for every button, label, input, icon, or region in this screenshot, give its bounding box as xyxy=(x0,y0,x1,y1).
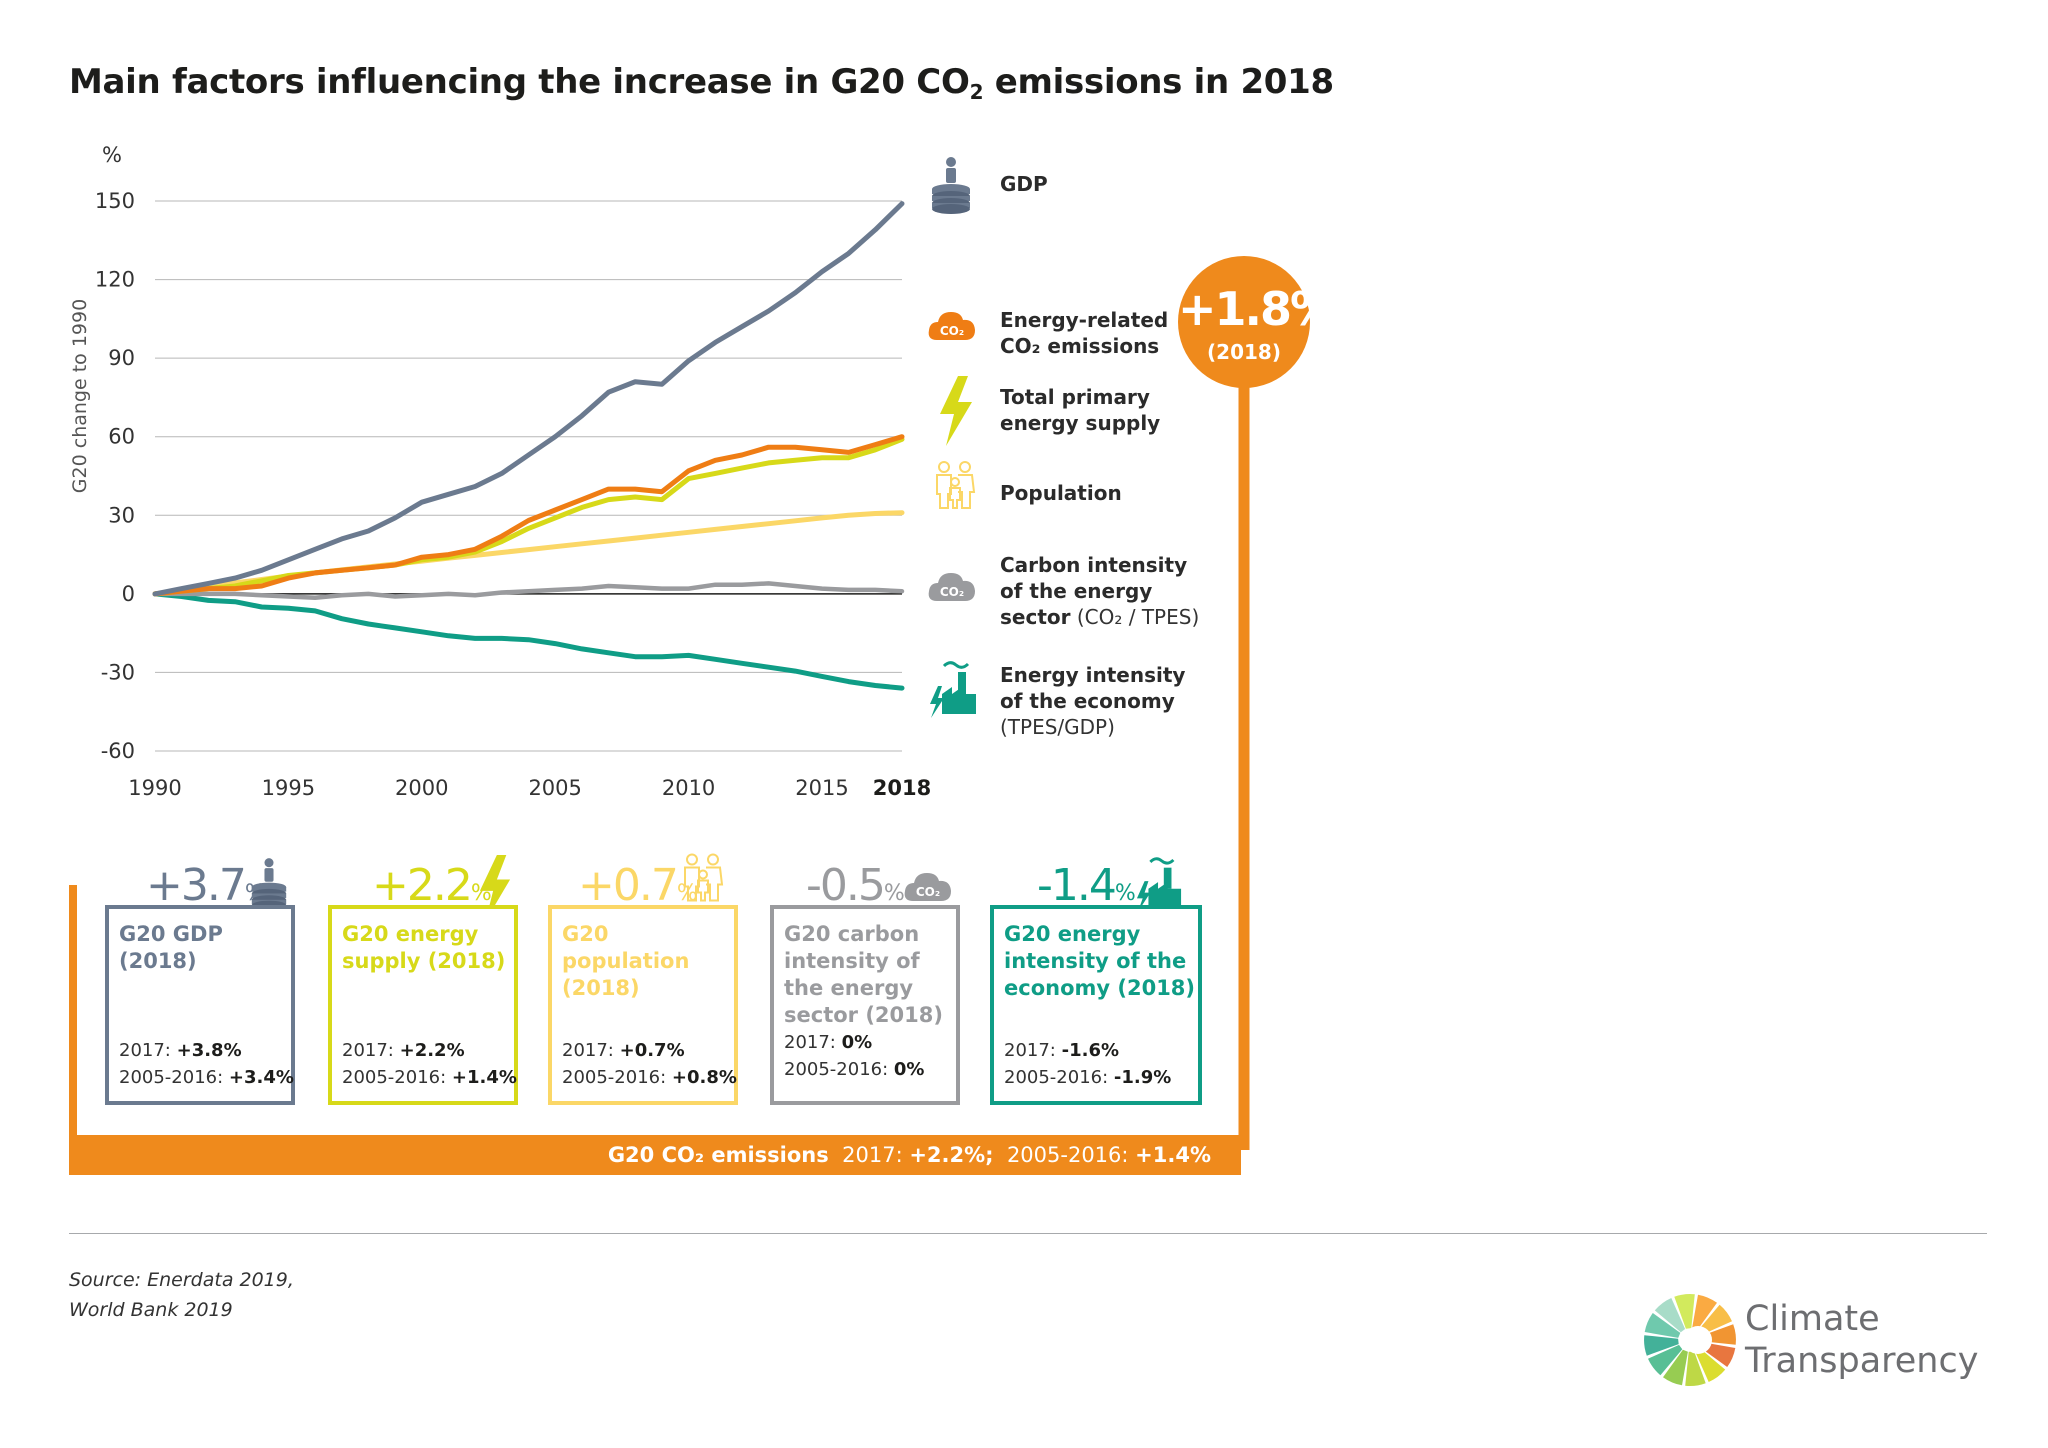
panel-history: 2017: +0.7% 2005-2016: +0.8% xyxy=(562,1040,737,1088)
source-note: Source: Enerdata 2019, World Bank 2019 xyxy=(69,1269,294,1321)
panel-tpes: G20 energy supply (2018) 2017: +2.2% 2005… xyxy=(328,905,518,1105)
page-title: Main factors influencing the increase in… xyxy=(69,62,1334,104)
logo-petal xyxy=(1663,1349,1688,1386)
x-tick-label: 2000 xyxy=(395,776,448,800)
chart-series xyxy=(152,201,905,691)
gdp-coins-person-icon xyxy=(932,157,970,214)
legend-carbon: Carbon intensity of the energy sector (C… xyxy=(1000,553,1200,629)
headline-value: +1.8% xyxy=(1178,282,1336,336)
x-tick-label: 2010 xyxy=(662,776,715,800)
panel-history: 2017: +2.2% 2005-2016: +1.4% xyxy=(342,1040,517,1088)
series-line-tpes xyxy=(152,436,905,597)
logo-petal xyxy=(1692,1294,1717,1331)
x-tick-label: 2015 xyxy=(795,776,848,800)
series-line-carbon xyxy=(152,581,905,601)
svg-text:CO₂: CO₂ xyxy=(916,885,940,899)
co2-cloud-icon: CO₂ xyxy=(928,312,975,340)
series-line-gdp xyxy=(152,201,905,597)
panel-energy-intensity: G20 energy intensity of the economy (201… xyxy=(990,905,1202,1105)
y-tick-label: 30 xyxy=(108,503,135,527)
panel-history: 2017: +3.8% 2005-2016: +3.4% xyxy=(119,1040,294,1088)
climate-transparency-logo-icon xyxy=(1644,1294,1736,1386)
y-tick-label: 90 xyxy=(108,346,135,370)
panel-big-gdp: +3.7% xyxy=(146,860,266,911)
panel-big-tpes: +2.2% xyxy=(372,860,492,911)
panel-history: 2017: 0% 2005-2016: 0% xyxy=(784,1032,925,1080)
y-axis-label: G20 change to 1990 xyxy=(69,299,91,493)
panel-title: G20 GDP (2018) xyxy=(119,922,223,973)
legend-energy-intensity: Energy intensity of the economy (TPES/GDP… xyxy=(1000,663,1186,739)
x-tick-label: 1990 xyxy=(128,776,181,800)
family-icon xyxy=(684,853,724,902)
gdp-coins-person-icon xyxy=(251,858,287,910)
legend-gdp: GDP xyxy=(1000,172,1048,196)
logo-petal xyxy=(1654,1298,1686,1333)
panel-big-energy-intensity: -1.4% xyxy=(1037,860,1136,911)
y-tick-label: -60 xyxy=(101,739,135,763)
chart-axes: 150 120 90 60 30 0 -30 -60% G20 change to 1990 19… xyxy=(69,143,931,800)
divider xyxy=(69,1233,1987,1234)
legend-population: Population xyxy=(1000,481,1122,505)
y-tick-label: 150 xyxy=(95,189,135,213)
logo-wordmark: Climate Transparency xyxy=(1745,1299,1979,1381)
y-tick-label: -30 xyxy=(101,660,135,684)
panel-title: G20 energy intensity of the economy (201… xyxy=(1004,922,1196,1000)
panel-history: 2017: -1.6% 2005-2016: -1.9% xyxy=(1004,1040,1172,1088)
legend-tpes: Total primary energy supply xyxy=(1000,385,1161,435)
emissions-summary-bar: G20 CO₂ emissions 2017: +2.2%; 2005-2016… xyxy=(69,1135,1241,1175)
factory-icon xyxy=(1136,857,1182,912)
panel-title: G20 energy supply (2018) xyxy=(342,922,506,973)
panel-big-population: +0.7% xyxy=(578,860,698,911)
series-line-energy_intensity xyxy=(152,591,905,691)
x-tick-label: 2005 xyxy=(528,776,581,800)
panel-population: G20 population (2018) 2017: +0.7% 2005-20… xyxy=(548,905,738,1105)
lightning-bolt-icon xyxy=(479,855,511,921)
headline-badge: +1.8% (2018) xyxy=(1178,256,1336,388)
logo-petal xyxy=(1648,1344,1683,1376)
series-line-emissions xyxy=(152,434,905,597)
logo-petal xyxy=(1644,1313,1681,1338)
x-tick-label: 2018 xyxy=(873,776,931,800)
y-tick-label: 120 xyxy=(95,268,135,292)
lightning-bolt-icon xyxy=(940,376,972,446)
panel-gdp: G20 GDP (2018) 2017: +3.8% 2005-2016: +3.… xyxy=(105,905,295,1105)
svg-text:CO₂: CO₂ xyxy=(940,324,964,338)
panel-title: G20 population (2018) xyxy=(562,922,690,1000)
legend-emissions: Energy-related CO₂ emissions xyxy=(1000,308,1169,358)
svg-text:CO₂: CO₂ xyxy=(940,585,964,599)
panel-big-carbon: -0.5% xyxy=(806,860,905,911)
logo-petal xyxy=(1644,1335,1679,1356)
y-tick-label: 0 xyxy=(122,582,135,606)
factory-icon xyxy=(930,661,976,718)
panel-carbon: G20 carbon intensity of the energy secto… xyxy=(770,905,960,1105)
co2-cloud-icon: CO₂ xyxy=(904,873,951,901)
logo-petal xyxy=(1697,1304,1732,1336)
footer-label: G20 CO₂ emissions xyxy=(607,1143,829,1167)
logo-petal xyxy=(1694,1347,1726,1382)
logo-petal xyxy=(1674,1294,1695,1329)
y-unit-label: % xyxy=(102,143,122,167)
co2-cloud-icon: CO₂ xyxy=(928,573,975,601)
y-tick-label: 60 xyxy=(108,425,135,449)
headline-year: (2018) xyxy=(1207,340,1281,364)
x-tick-label: 1995 xyxy=(262,776,315,800)
panel-title: G20 carbon intensity of the energy secto… xyxy=(784,922,943,1027)
logo-petal xyxy=(1685,1351,1706,1386)
family-icon xyxy=(936,461,976,509)
